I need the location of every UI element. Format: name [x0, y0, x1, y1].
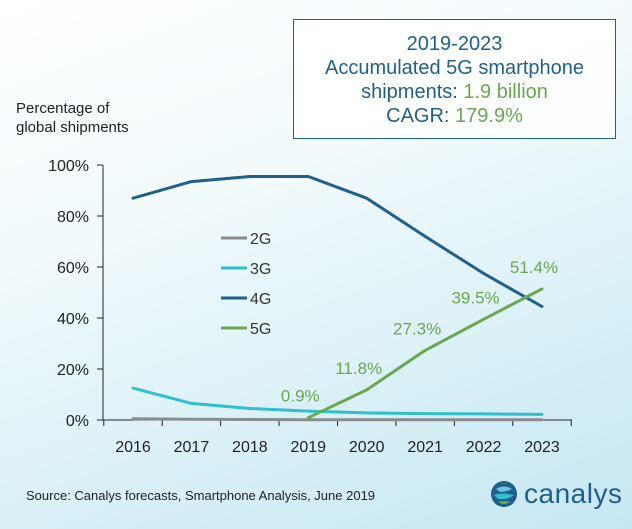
data-label-5g: 27.3%: [393, 319, 441, 338]
x-tick-label: 2017: [174, 439, 210, 456]
x-tick-label: 2018: [232, 439, 268, 456]
x-tick-label: 2016: [115, 439, 151, 456]
data-label-5g: 0.9%: [281, 387, 320, 406]
x-tick-label: 2022: [466, 439, 502, 456]
callout-cagr-label: CAGR:: [386, 105, 456, 127]
y-axis-title-line1: Percentage of: [16, 100, 110, 117]
x-tick-label: 2021: [407, 439, 443, 456]
x-tick-label: 2019: [290, 439, 326, 456]
y-axis-title-line2: global shipments: [16, 119, 129, 136]
legend-label-5g: 5G: [250, 321, 271, 338]
legend-label-4g: 4G: [250, 291, 271, 308]
canalys-globe-icon: [491, 481, 517, 507]
x-tick-label: 2020: [349, 439, 385, 456]
data-label-5g: 11.8%: [335, 359, 382, 378]
legend-label-3g: 3G: [250, 261, 271, 278]
data-label-5g: 39.5%: [451, 288, 499, 307]
cagr-callout-box: 2019-2023 Accumulated 5G smartphone ship…: [293, 19, 616, 139]
y-tick-label: 100%: [48, 158, 89, 175]
data-label-5g: 51.4%: [510, 258, 558, 277]
source-note: Source: Canalys forecasts, Smartphone An…: [26, 488, 376, 503]
canalys-logo-text: canalys: [524, 478, 623, 509]
y-tick-label: 20%: [57, 362, 89, 379]
callout-shipments-value: 1.9 billion: [463, 81, 548, 103]
y-axis-title: Percentage of global shipments: [16, 99, 129, 137]
y-tick-label: 40%: [57, 311, 89, 328]
series-line-2g: [131, 417, 544, 422]
callout-cagr: CAGR: 179.9%: [294, 104, 615, 128]
series-line-3g: [131, 386, 544, 416]
y-tick-label: 60%: [57, 260, 89, 277]
callout-shipments-label: shipments:: [361, 81, 464, 103]
x-tick-label: 2023: [524, 439, 560, 456]
legend-label-2g: 2G: [250, 231, 271, 248]
y-tick-label: 0%: [66, 413, 89, 430]
y-tick-label: 80%: [57, 209, 89, 226]
series-line-4g: [131, 175, 544, 308]
canalys-logo: canalys: [490, 478, 622, 510]
callout-title: Accumulated 5G smartphone: [324, 57, 585, 79]
series-line-5g: [306, 287, 544, 420]
callout-period: 2019-2023: [406, 33, 503, 55]
callout-cagr-value: 179.9%: [455, 105, 523, 127]
callout-shipments: shipments: 1.9 billion: [294, 80, 615, 104]
